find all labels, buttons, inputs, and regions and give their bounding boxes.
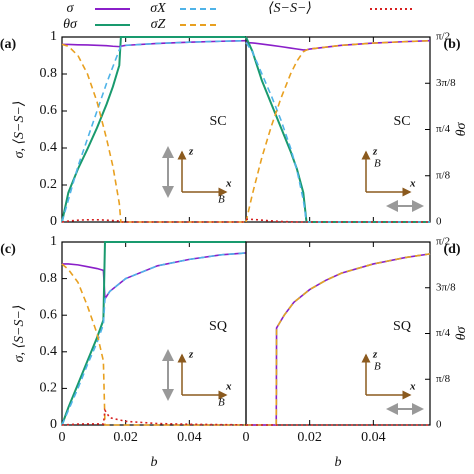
series-line xyxy=(61,408,247,426)
y-tick-label: 1 xyxy=(50,234,57,249)
inset-axis-label: z xyxy=(188,349,194,361)
inset-axis-label: x xyxy=(409,178,416,190)
series-line xyxy=(246,253,431,426)
series-line xyxy=(246,253,431,426)
y-tick-label: 0.6 xyxy=(40,307,58,322)
y2-tick-label: 0 xyxy=(436,419,442,431)
series-line xyxy=(245,39,431,223)
inset-label: SQ xyxy=(209,319,227,334)
y-tick-label: 0.8 xyxy=(40,66,58,81)
legend-label: σZ xyxy=(151,17,166,32)
panel-label: (c) xyxy=(0,242,16,257)
x-tick-label: 0.02 xyxy=(113,430,138,445)
y-axis-label: σ, ⟨S−S−⟩ xyxy=(12,305,27,363)
x-axis-label: b xyxy=(335,455,342,470)
y-tick-label: 0 xyxy=(50,214,57,229)
series-line xyxy=(61,39,247,223)
series-line xyxy=(245,39,431,51)
inset-axis-label: x xyxy=(225,381,232,393)
field-label: B xyxy=(218,194,225,206)
y2-tick-label: π/4 xyxy=(436,327,451,339)
x-tick-label: 0 xyxy=(59,430,66,445)
x-tick-label: 0.04 xyxy=(177,430,202,445)
field-label: B xyxy=(374,158,381,170)
legend-label: σ xyxy=(67,1,75,16)
y2-axis-label: θσ xyxy=(454,326,469,341)
series-line xyxy=(61,241,246,426)
series-line xyxy=(245,36,430,223)
inset-label: SQ xyxy=(393,319,411,334)
y2-tick-label: 0 xyxy=(436,216,442,228)
y-axis-label: σ, ⟨S−S−⟩ xyxy=(12,101,27,159)
series-line xyxy=(62,252,247,302)
y2-tick-label: π/2 xyxy=(436,31,450,43)
y-tick-label: 0.6 xyxy=(40,103,58,118)
field-label: B xyxy=(218,397,225,409)
inset-label: SC xyxy=(393,114,410,129)
y-tick-label: 0.2 xyxy=(40,381,58,396)
inset-axis-label: z xyxy=(188,146,194,158)
series-line xyxy=(62,39,247,48)
y-tick-label: 0 xyxy=(50,417,57,432)
legend-label: ⟨S−S−⟩ xyxy=(268,1,312,16)
y-tick-label: 0.4 xyxy=(40,140,58,155)
inset-label: SC xyxy=(209,114,226,129)
y2-tick-label: π/4 xyxy=(436,123,451,135)
y2-axis-label: θσ xyxy=(454,122,469,137)
series-line xyxy=(61,263,246,426)
y2-tick-label: 3π/8 xyxy=(436,77,456,89)
panel-label: (d) xyxy=(443,242,460,257)
series-line xyxy=(61,252,247,426)
inset-axis-label: x xyxy=(225,178,232,190)
x-tick-label: 0 xyxy=(243,430,250,445)
panel-label: (b) xyxy=(443,37,460,52)
series-line xyxy=(61,36,246,223)
legend-label: θσ xyxy=(63,17,78,32)
field-label: B xyxy=(374,361,381,373)
plot-frame xyxy=(245,36,431,223)
y-tick-label: 0.8 xyxy=(40,271,58,286)
panel-label: (a) xyxy=(0,37,16,52)
series-line xyxy=(245,42,430,223)
series-line xyxy=(246,253,431,426)
y-tick-label: 0.4 xyxy=(40,344,58,359)
legend-label: σX xyxy=(150,1,166,16)
y2-tick-label: π/8 xyxy=(436,373,451,385)
y2-tick-label: 3π/8 xyxy=(436,281,456,293)
x-tick-label: 0.04 xyxy=(361,430,386,445)
y2-tick-label: π/8 xyxy=(436,169,451,181)
y-tick-label: 1 xyxy=(50,29,57,44)
y-tick-label: 0.2 xyxy=(40,177,58,192)
inset-axis-label: z xyxy=(372,349,378,361)
y2-tick-label: π/2 xyxy=(436,236,450,248)
x-axis-label: b xyxy=(151,455,158,470)
x-tick-label: 0.02 xyxy=(297,430,322,445)
inset-axis-label: z xyxy=(372,146,378,158)
series-line xyxy=(61,43,246,223)
inset-axis-label: x xyxy=(409,381,416,393)
